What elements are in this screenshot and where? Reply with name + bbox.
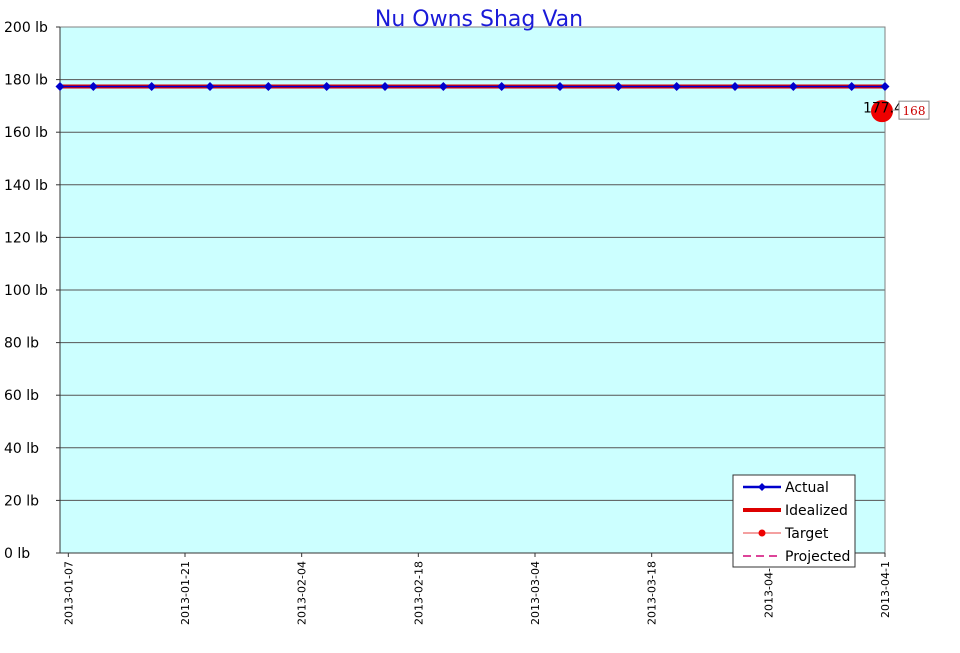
- y-tick-label: 100 lb: [4, 283, 48, 299]
- x-tick-label: 2013-03-18: [646, 561, 659, 625]
- legend-target-label: Target: [784, 526, 829, 542]
- legend-idealized-label: Idealized: [785, 503, 848, 519]
- y-tick-label: 160 lb: [4, 125, 48, 141]
- target-label-box: [898, 100, 930, 120]
- legend-projected-label: Projected: [785, 549, 850, 565]
- x-tick-label: 2013-03-04: [529, 561, 542, 625]
- y-axis: 0 lb 20 lb 40 lb 60 lb 80 lb 100 lb 120 lb 140 …: [4, 20, 61, 562]
- y-tick-label: 200 lb: [4, 20, 48, 36]
- actual-point: [380, 81, 390, 91]
- actual-point: [263, 81, 273, 91]
- legend-actual-marker: [758, 483, 766, 491]
- chart-title: Nu Owns Shag Van: [375, 7, 583, 32]
- y-tick-label: 180 lb: [4, 73, 48, 89]
- y-tick-label: 40 lb: [4, 441, 39, 457]
- y-tick-label: 0 lb: [4, 546, 30, 562]
- legend-box: [732, 474, 856, 568]
- target-point: [871, 100, 893, 123]
- legend-actual-label: Actual: [785, 480, 829, 496]
- actual-point: [555, 81, 565, 91]
- x-tick-label: 2013-02-18: [412, 561, 425, 625]
- annotations: 177.4 168: [863, 100, 930, 120]
- actual-point: [55, 81, 65, 91]
- x-tick-label: 2013-02-04: [296, 561, 309, 625]
- y-tick-label: 20 lb: [4, 493, 39, 509]
- y-tick-label: 60 lb: [4, 388, 39, 404]
- actual-point: [847, 81, 857, 91]
- x-tick-label: 2013-04-0: [762, 561, 775, 618]
- y-tick-label: 80 lb: [4, 336, 39, 352]
- actual-point: [438, 81, 448, 91]
- actual-point: [205, 81, 215, 91]
- actual-point: [672, 81, 682, 91]
- y-tick-label: 120 lb: [4, 230, 48, 246]
- actual-point: [788, 81, 798, 91]
- actual-point: [730, 81, 740, 91]
- actual-point: [497, 81, 507, 91]
- actual-point: [147, 81, 157, 91]
- actual-point: [322, 81, 332, 91]
- target-value-label: 168: [903, 104, 926, 118]
- actual-value-label: 177.4: [863, 100, 903, 116]
- actual-point: [613, 81, 623, 91]
- x-tick-label: 2013-01-07: [62, 561, 75, 625]
- x-tick-label: 2013-01-21: [179, 561, 192, 625]
- actual-point: [880, 81, 890, 91]
- series-layer: [55, 81, 893, 123]
- x-tick-label: 2013-04-1: [879, 561, 892, 618]
- legend: Actual Idealized Target Projected: [732, 474, 856, 568]
- actual-point: [88, 81, 98, 91]
- legend-target-marker: [758, 529, 766, 537]
- y-tick-label: 140 lb: [4, 178, 48, 194]
